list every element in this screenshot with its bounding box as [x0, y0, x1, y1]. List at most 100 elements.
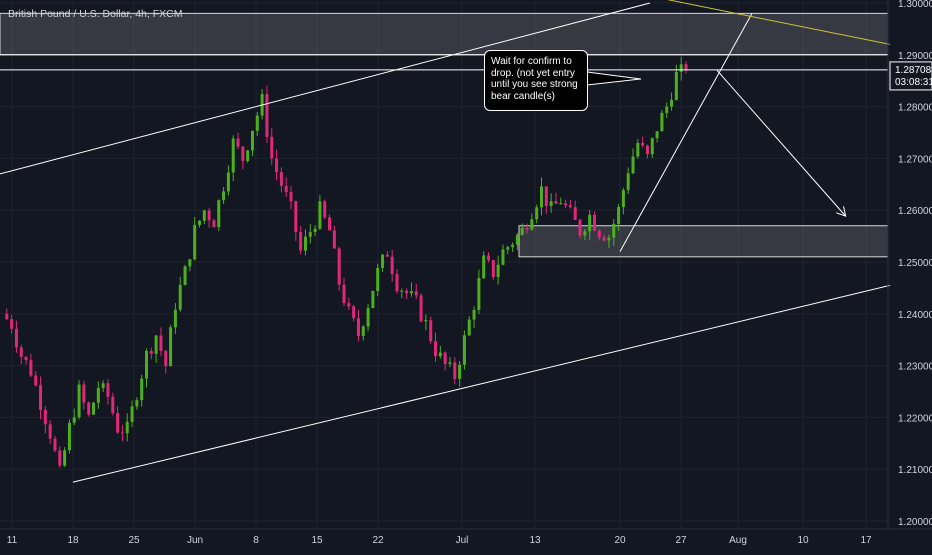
down-candle [434, 341, 438, 357]
down-candle [597, 230, 601, 238]
up-candle [462, 335, 466, 365]
down-candle [164, 350, 168, 367]
up-candle [539, 186, 543, 208]
up-candle [506, 247, 510, 250]
up-candle [400, 290, 404, 292]
up-candle [250, 130, 254, 151]
date-tick-label: Jun [187, 535, 203, 546]
up-candle [660, 112, 664, 132]
up-candle [178, 284, 182, 310]
current-price-badge [889, 61, 932, 91]
down-candle [29, 360, 33, 376]
down-candle [347, 303, 351, 307]
down-candle [279, 172, 283, 186]
down-candle [487, 255, 491, 261]
up-candle [308, 231, 312, 237]
steep-trendline-line [619, 13, 753, 252]
up-candle [72, 417, 76, 423]
up-candle [183, 266, 187, 285]
yellow-line-line [666, 0, 891, 45]
up-candle [125, 421, 129, 434]
date-tick-label: 25 [128, 535, 140, 546]
down-candle [116, 413, 120, 433]
up-candle [231, 138, 235, 173]
up-candle [303, 236, 307, 251]
down-candle [641, 142, 645, 146]
price-tick-label: 1.27000 [898, 154, 932, 165]
down-candle [82, 384, 86, 403]
up-candle [477, 278, 481, 310]
up-candle [515, 234, 519, 245]
down-candle [270, 136, 274, 159]
up-candle [472, 309, 476, 320]
down-candle [564, 203, 568, 206]
down-candle [24, 356, 28, 361]
up-candle [424, 320, 428, 322]
drawings [0, 0, 891, 483]
up-candle [67, 422, 71, 451]
annotation-callout[interactable]: Wait for confirm to drop. (not yet entry… [484, 50, 588, 111]
current-price-label: 1.28708 [895, 65, 932, 76]
price-tick-label: 1.24000 [898, 310, 932, 321]
up-candle [202, 210, 206, 221]
up-candle [140, 378, 144, 401]
price-tick-label: 1.20000 [898, 517, 932, 528]
down-candle [645, 145, 649, 155]
up-candle [520, 228, 524, 235]
down-candle [299, 232, 303, 251]
down-candle [149, 350, 153, 354]
price-tick-label: 1.23000 [898, 362, 932, 373]
price-tick-label: 1.21000 [898, 465, 932, 476]
up-candle [458, 364, 462, 379]
down-candle [429, 320, 433, 342]
time-axis[interactable]: 11 18 25 Jun 8 15 22 Jul 13 20 27 Aug 10 17 [0, 528, 932, 546]
date-tick-label: 20 [614, 535, 626, 546]
price-axis[interactable]: 1.30000 1.29000 1.28000 1.27000 1.26000 1.250… [887, 0, 932, 530]
up-candle [246, 150, 250, 161]
down-candle [19, 347, 23, 357]
up-candle [496, 264, 500, 278]
down-candle [414, 291, 418, 296]
price-tick-label: 1.22000 [898, 413, 932, 424]
up-candle [535, 207, 539, 220]
up-candle [135, 400, 139, 407]
up-candle [92, 402, 96, 415]
date-tick-label: Aug [729, 535, 747, 546]
up-candle [559, 203, 563, 205]
down-candle [120, 432, 124, 434]
up-candle [376, 267, 380, 291]
up-candle [621, 190, 625, 208]
down-candle [573, 207, 577, 220]
chart-title: British Pound / U.S. Dollar, 4h, FXCM [8, 8, 182, 20]
date-tick-label: 10 [797, 535, 809, 546]
down-candle [284, 185, 288, 193]
up-candle [197, 220, 201, 225]
up-candle [96, 387, 100, 403]
down-candle [352, 306, 356, 319]
upper-channel-line [0, 2, 651, 175]
price-tick-label: 1.26000 [898, 206, 932, 217]
up-candle [607, 237, 611, 241]
up-candle [674, 71, 678, 100]
up-candle [318, 201, 322, 229]
down-candle [405, 290, 409, 294]
up-candle [583, 231, 587, 236]
up-candle [255, 115, 259, 131]
up-candle [448, 362, 452, 365]
lower-channel-line [72, 284, 891, 483]
down-candle [207, 210, 211, 221]
up-candle [173, 309, 177, 328]
date-tick-label: 8 [253, 535, 259, 546]
down-candle [241, 146, 245, 161]
down-candle [53, 438, 57, 451]
down-candle [14, 328, 18, 348]
up-candle [313, 228, 317, 232]
date-tick-label: 17 [860, 535, 872, 546]
down-candle [568, 205, 572, 208]
down-candle [10, 319, 14, 329]
date-tick-label: Jul [456, 535, 469, 546]
down-candle [592, 214, 596, 231]
down-candle [337, 248, 341, 285]
